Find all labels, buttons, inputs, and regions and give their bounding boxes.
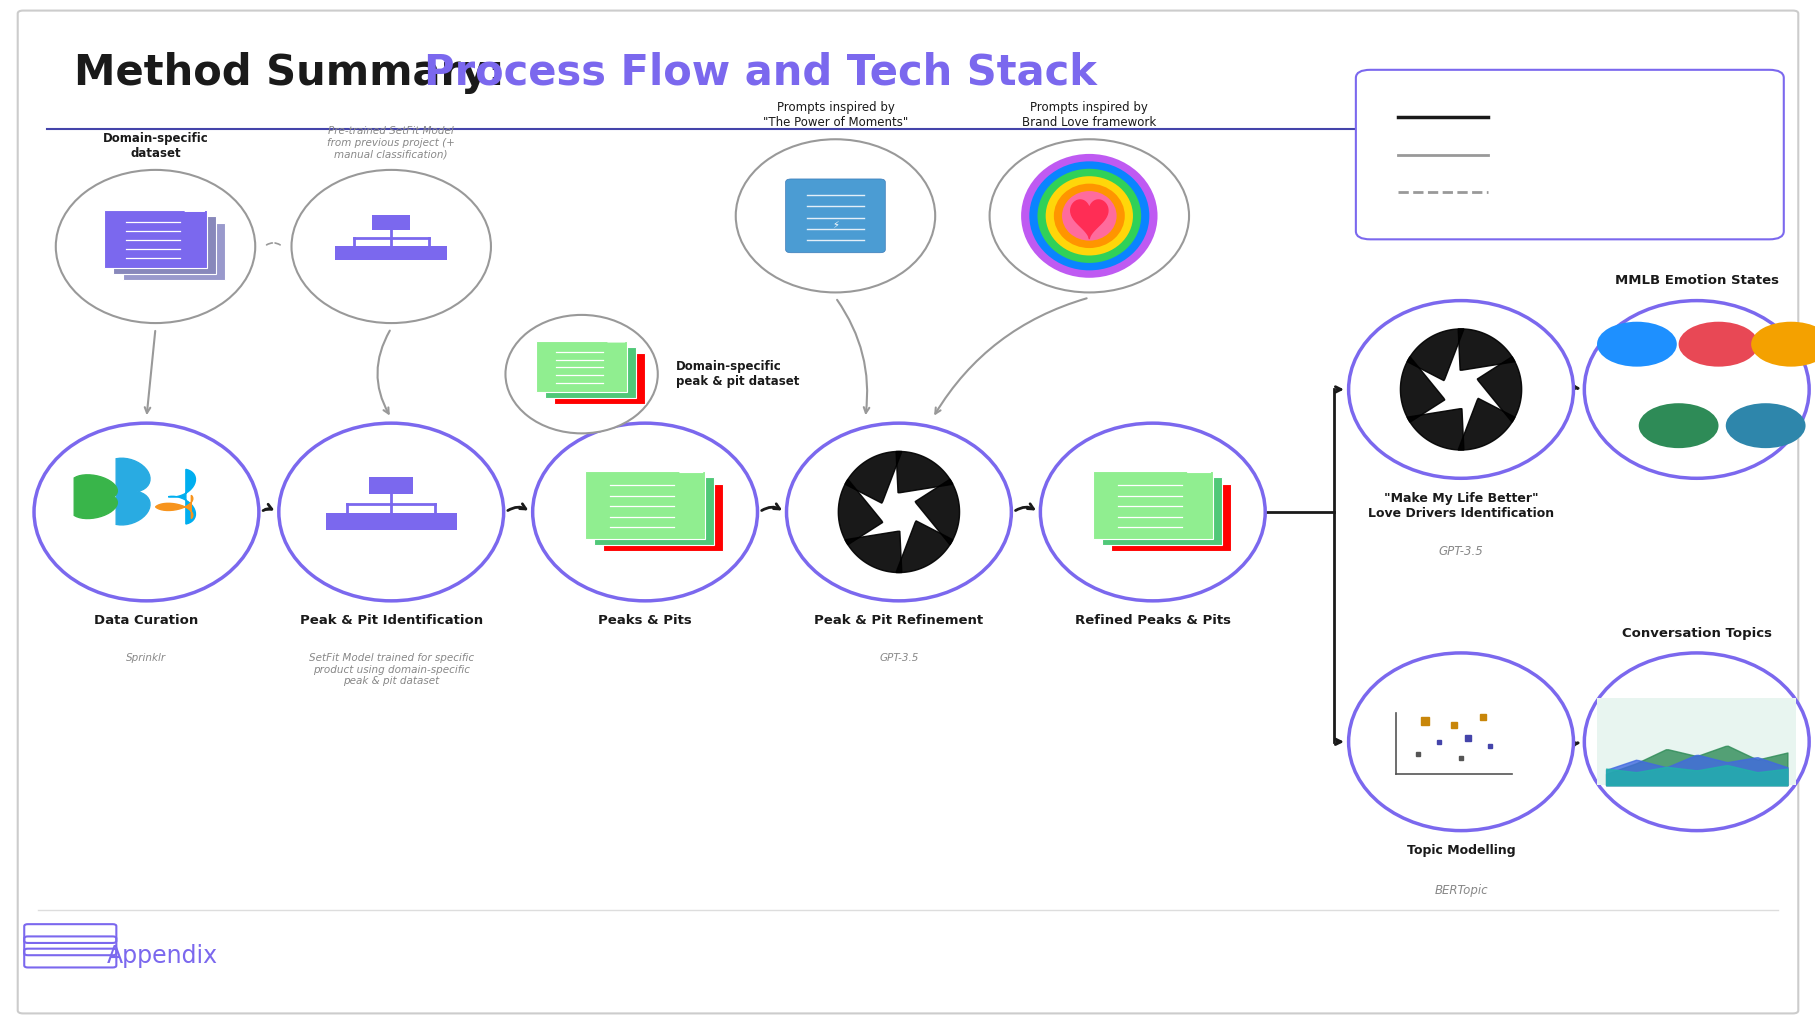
Ellipse shape: [1349, 653, 1573, 830]
Ellipse shape: [1053, 183, 1124, 248]
Ellipse shape: [1349, 301, 1573, 478]
Text: GPT-3.5: GPT-3.5: [879, 653, 919, 663]
FancyBboxPatch shape: [786, 179, 884, 253]
Polygon shape: [1407, 329, 1464, 381]
Polygon shape: [679, 460, 703, 472]
Text: Topic Modelling: Topic Modelling: [1407, 844, 1515, 857]
Ellipse shape: [1584, 653, 1809, 830]
Polygon shape: [895, 452, 953, 493]
Text: Method Summary:: Method Summary:: [74, 52, 519, 94]
Polygon shape: [169, 469, 196, 524]
FancyBboxPatch shape: [18, 10, 1798, 1014]
Polygon shape: [844, 531, 903, 572]
FancyBboxPatch shape: [1357, 70, 1783, 240]
Ellipse shape: [1584, 301, 1809, 478]
Polygon shape: [915, 479, 959, 545]
Polygon shape: [1458, 329, 1515, 371]
FancyBboxPatch shape: [325, 513, 369, 529]
Text: BERTopic: BERTopic: [1435, 884, 1487, 897]
Ellipse shape: [990, 139, 1189, 293]
FancyBboxPatch shape: [1111, 483, 1231, 551]
FancyBboxPatch shape: [372, 246, 410, 260]
Text: Project Flow: Project Flow: [1505, 110, 1591, 124]
Circle shape: [1596, 322, 1676, 367]
Circle shape: [1638, 403, 1718, 449]
Polygon shape: [74, 475, 118, 518]
Circle shape: [1678, 322, 1758, 367]
Polygon shape: [839, 479, 883, 545]
Ellipse shape: [280, 423, 503, 601]
Ellipse shape: [735, 139, 935, 293]
FancyArrowPatch shape: [267, 243, 280, 245]
Text: GPT-3.5: GPT-3.5: [1438, 545, 1484, 558]
Text: MMLB Emotion States: MMLB Emotion States: [1614, 274, 1778, 288]
Ellipse shape: [1037, 169, 1140, 263]
Text: Appendix: Appendix: [107, 944, 218, 969]
Text: "Make My Life Better"
Love Drivers Identification: "Make My Life Better" Love Drivers Ident…: [1367, 492, 1554, 519]
Polygon shape: [1188, 460, 1211, 472]
FancyBboxPatch shape: [536, 341, 627, 392]
FancyBboxPatch shape: [336, 246, 372, 260]
Polygon shape: [1400, 356, 1446, 422]
FancyBboxPatch shape: [1596, 698, 1796, 785]
Ellipse shape: [1021, 154, 1157, 278]
FancyBboxPatch shape: [1093, 471, 1213, 539]
FancyBboxPatch shape: [603, 483, 723, 551]
Polygon shape: [1476, 356, 1522, 422]
Text: Domain-specific
peak & pit dataset: Domain-specific peak & pit dataset: [676, 360, 799, 388]
FancyBboxPatch shape: [410, 246, 447, 260]
Ellipse shape: [1062, 191, 1117, 241]
Ellipse shape: [1041, 423, 1266, 601]
Polygon shape: [895, 521, 953, 572]
Polygon shape: [185, 200, 205, 211]
Ellipse shape: [1046, 176, 1133, 255]
Polygon shape: [1071, 200, 1108, 239]
FancyBboxPatch shape: [554, 353, 645, 404]
Text: Process Flow and Tech Stack: Process Flow and Tech Stack: [423, 52, 1097, 94]
Ellipse shape: [786, 423, 1012, 601]
FancyBboxPatch shape: [594, 477, 714, 545]
Circle shape: [1725, 403, 1805, 449]
Ellipse shape: [292, 170, 490, 324]
Text: Conversation Topics: Conversation Topics: [1622, 627, 1772, 640]
FancyBboxPatch shape: [369, 477, 412, 494]
Text: Pre-trained SetFit Model
from previous project (+
manual classification): Pre-trained SetFit Model from previous p…: [327, 127, 456, 160]
Polygon shape: [1407, 409, 1464, 450]
Polygon shape: [116, 459, 151, 525]
Polygon shape: [156, 496, 192, 518]
FancyBboxPatch shape: [1102, 477, 1222, 545]
Polygon shape: [1458, 398, 1515, 450]
Text: Source: Source: [1505, 185, 1554, 200]
Text: Domain-specific
dataset: Domain-specific dataset: [104, 132, 209, 160]
Text: Peak & Pit Refinement: Peak & Pit Refinement: [814, 614, 984, 627]
FancyBboxPatch shape: [585, 471, 705, 539]
Text: Peaks & Pits: Peaks & Pits: [597, 614, 692, 627]
Text: Prompts inspired by
"The Power of Moments": Prompts inspired by "The Power of Moment…: [763, 101, 908, 129]
FancyBboxPatch shape: [104, 210, 207, 268]
Text: Required Inputs: Required Inputs: [1505, 147, 1616, 162]
FancyBboxPatch shape: [113, 216, 216, 274]
FancyBboxPatch shape: [122, 222, 225, 281]
Text: Prompts inspired by
Brand Love framework: Prompts inspired by Brand Love framework: [1022, 101, 1157, 129]
Ellipse shape: [505, 315, 657, 433]
Ellipse shape: [56, 170, 256, 324]
Text: Sprinklr: Sprinklr: [127, 653, 167, 663]
Text: Refined Peaks & Pits: Refined Peaks & Pits: [1075, 614, 1231, 627]
Ellipse shape: [1030, 162, 1150, 270]
FancyBboxPatch shape: [372, 215, 410, 229]
Text: ⚡: ⚡: [832, 220, 839, 229]
Polygon shape: [608, 332, 625, 342]
Ellipse shape: [35, 423, 260, 601]
Polygon shape: [844, 452, 903, 503]
FancyBboxPatch shape: [414, 513, 458, 529]
Circle shape: [1751, 322, 1816, 367]
FancyBboxPatch shape: [369, 513, 412, 529]
Text: Peak & Pit Identification: Peak & Pit Identification: [300, 614, 483, 627]
Text: Data Curation: Data Curation: [94, 614, 198, 627]
Ellipse shape: [532, 423, 757, 601]
FancyBboxPatch shape: [545, 347, 636, 398]
Text: SetFit Model trained for specific
product using domain-specific
peak & pit datas: SetFit Model trained for specific produc…: [309, 653, 474, 686]
